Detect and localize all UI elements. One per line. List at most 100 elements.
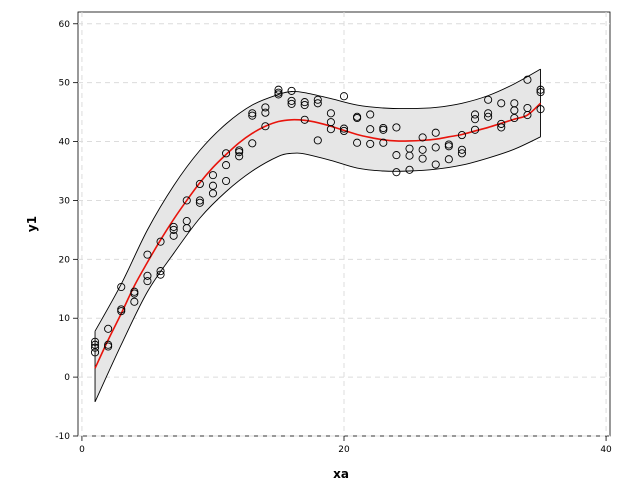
data-point [313, 136, 322, 145]
data-point [104, 324, 113, 333]
data-point [195, 179, 204, 189]
data-point [182, 196, 191, 205]
data-point [143, 250, 152, 259]
data-point [457, 131, 466, 140]
data-point [510, 113, 519, 123]
data-point [169, 222, 178, 231]
data-point [418, 145, 427, 154]
data-point [235, 152, 244, 161]
y-tick-label: 60 [59, 20, 71, 30]
data-point [470, 115, 480, 124]
y-axis-title: y1 [25, 216, 39, 232]
data-point [484, 95, 493, 104]
data-point [208, 189, 218, 198]
data-point [195, 196, 204, 205]
axes: -10 0 10 20 30 40 50 60 0 20 40 [55, 20, 612, 455]
data-point [287, 96, 296, 105]
data-point [130, 289, 139, 298]
data-point [235, 148, 244, 157]
data-point [431, 128, 440, 137]
data-point [90, 337, 100, 346]
data-point [156, 267, 165, 276]
data-point [339, 92, 349, 101]
data-point [300, 100, 309, 110]
prediction-band-area [95, 69, 541, 402]
y-tick-label: 20 [59, 255, 71, 265]
data-point [444, 142, 453, 151]
data-point [339, 126, 349, 136]
data-point [156, 237, 165, 246]
data-point [523, 75, 532, 84]
data-point [523, 111, 532, 120]
data-point [536, 105, 545, 114]
upper-band-line [94, 68, 541, 332]
data-point [248, 109, 257, 118]
data-point [261, 108, 270, 117]
data-point [418, 154, 427, 163]
data-point [497, 99, 506, 108]
data-point [313, 99, 322, 108]
data-point [339, 124, 349, 133]
data-point [117, 307, 126, 316]
data-point [484, 112, 493, 121]
data-point [497, 123, 506, 132]
data-point [208, 181, 218, 190]
data-point [392, 151, 401, 160]
data-point [300, 115, 309, 124]
y-tick-label: 10 [59, 314, 71, 324]
fit-line [94, 102, 542, 369]
x-tick-label: 0 [79, 445, 85, 455]
data-point [287, 99, 296, 108]
data-point [169, 231, 178, 240]
x-tick-label: 40 [600, 445, 612, 455]
data-point [261, 103, 270, 112]
data-point [497, 119, 506, 128]
fit-line-group [94, 102, 542, 369]
data-point [470, 125, 480, 134]
data-point [90, 343, 100, 352]
data-point [90, 348, 100, 357]
data-point [366, 125, 375, 134]
data-point [300, 98, 309, 107]
data-point [379, 125, 388, 134]
data-point [143, 277, 152, 286]
data-point [444, 155, 453, 164]
data-point [104, 342, 113, 351]
data-point [287, 86, 296, 95]
data-point [405, 165, 414, 174]
data-point [274, 90, 283, 99]
data-point [222, 161, 231, 170]
data-point [536, 88, 545, 97]
data-point [326, 109, 335, 118]
data-point [418, 133, 427, 142]
data-point [313, 95, 322, 104]
y-tick-label: 0 [64, 373, 70, 383]
data-point [156, 270, 165, 279]
data-point [222, 149, 231, 158]
data-point [431, 143, 440, 152]
data-point [261, 122, 270, 131]
data-point [392, 123, 401, 132]
data-point [353, 138, 362, 147]
data-point [536, 85, 545, 94]
y-tick-label: -10 [55, 432, 70, 442]
data-point [366, 110, 375, 119]
data-point [130, 297, 139, 306]
x-tick-label: 20 [338, 445, 350, 455]
y-tick-label: 40 [59, 138, 71, 148]
data-point [510, 106, 519, 115]
data-point [143, 271, 152, 280]
data-point [222, 176, 231, 186]
data-point [470, 110, 480, 119]
data-point [457, 145, 466, 154]
data-point [90, 340, 100, 349]
data-point [379, 138, 388, 147]
data-point [274, 85, 283, 94]
data-point [326, 125, 335, 134]
data-point [182, 224, 191, 233]
y-tick-label: 50 [59, 79, 71, 89]
data-point [248, 139, 257, 148]
data-point [195, 198, 204, 207]
data-point [248, 111, 257, 120]
